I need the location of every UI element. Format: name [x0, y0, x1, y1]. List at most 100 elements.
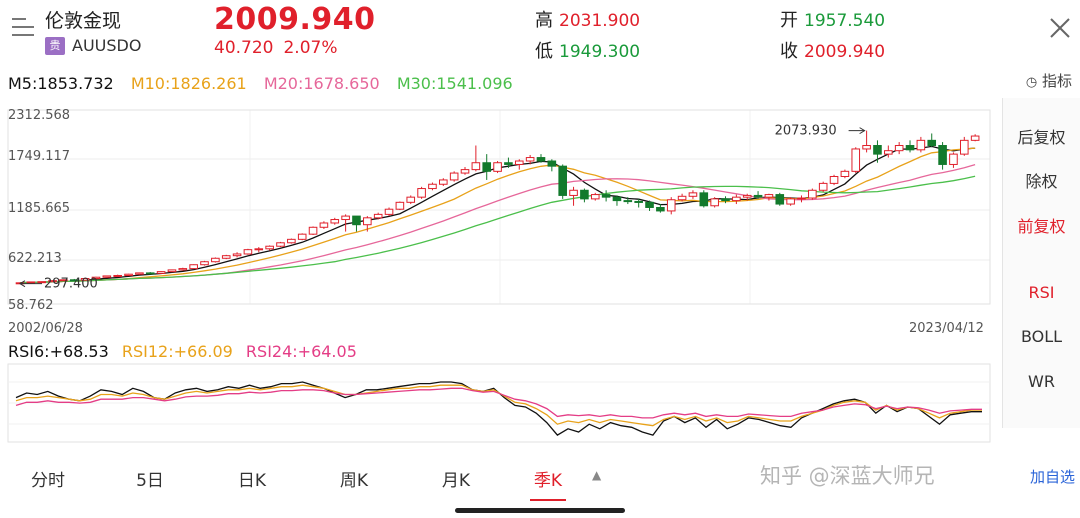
menu-icon[interactable]	[12, 18, 34, 38]
candle-body	[580, 189, 589, 200]
start-date: 2002/06/28	[8, 321, 83, 336]
candle-body	[862, 145, 871, 150]
candle-body	[297, 233, 307, 240]
candle-body	[352, 215, 361, 226]
side-item-rsi[interactable]: RSI	[1028, 283, 1055, 302]
ma10-label: M10:1826.261	[130, 74, 247, 93]
candle-body	[135, 272, 144, 275]
instrument-code: AUUSDO	[72, 36, 142, 55]
candle-body	[189, 264, 198, 270]
min-arrow-head	[19, 280, 26, 288]
candle-body	[645, 201, 654, 208]
tab-5day[interactable]: 5日	[136, 471, 164, 491]
category-badge: 贵	[45, 37, 65, 55]
tab-more-icon[interactable]: ▲	[592, 468, 602, 482]
rsi-line-rsi24	[15, 387, 982, 419]
current-price: 2009.940	[214, 2, 376, 37]
candle-body	[471, 162, 481, 171]
ma-legend: M5:1853.732 M10:1826.261 M20:1678.650 M3…	[8, 74, 525, 93]
candle-body	[373, 213, 383, 219]
y-tick-2: 1185.665	[8, 201, 71, 216]
ma-line-m30	[19, 175, 976, 284]
candle-body	[26, 281, 36, 284]
candle-body	[840, 170, 850, 178]
indicator-button[interactable]: ◷ 指标	[1026, 70, 1072, 91]
candle-body	[504, 162, 513, 165]
candle-body	[873, 145, 882, 155]
candle-body	[37, 281, 47, 284]
open-label: 开	[780, 10, 798, 31]
y-tick-4: 58.762	[8, 298, 54, 313]
candle-body	[200, 261, 209, 266]
open-value: 1957.540	[804, 11, 886, 31]
candle-body	[59, 279, 68, 282]
candle-body	[525, 157, 535, 162]
candle-body	[558, 165, 567, 196]
candle-body	[808, 189, 817, 199]
candle-body	[894, 145, 904, 152]
candle-body	[514, 160, 524, 165]
candle-body	[460, 169, 470, 174]
side-item-ex-rights[interactable]: 除权	[1025, 172, 1058, 191]
candle-body	[80, 278, 90, 281]
close-quote: 收 2009.940	[780, 37, 885, 63]
candle-body	[666, 199, 676, 212]
candle-body	[623, 200, 633, 203]
candle-body	[677, 195, 687, 201]
instrument-title: 伦敦金现	[45, 10, 122, 32]
rsi-legend: RSI6:+68.53 RSI12:+66.09 RSI24:+64.05	[8, 342, 365, 361]
close-value: 2009.940	[804, 42, 886, 62]
min-price-label: 297.400	[44, 277, 98, 292]
rsi-chart[interactable]	[0, 362, 1000, 448]
close-icon[interactable]	[1048, 16, 1072, 40]
candle-body	[319, 222, 329, 228]
candle-body	[178, 268, 188, 271]
candle-body	[786, 198, 795, 205]
add-watchlist-button[interactable]: 加自选	[1030, 468, 1076, 486]
ma30-label: M30:1541.096	[396, 74, 513, 93]
candle-body	[211, 257, 220, 263]
tab-daily[interactable]: 日K	[237, 471, 267, 491]
side-item-boll[interactable]: BOLL	[1020, 327, 1063, 346]
side-item-forward[interactable]: 前复权	[1017, 217, 1066, 236]
candle-body	[395, 201, 405, 210]
change-value: 40.720	[214, 38, 274, 58]
ma5-label: M5:1853.732	[8, 74, 114, 93]
candle-body	[384, 208, 394, 215]
candle-body	[91, 276, 101, 280]
max-arrow-head	[859, 127, 866, 135]
tab-quarterly[interactable]: 季K	[528, 466, 568, 501]
open-quote: 开 1957.540	[780, 6, 885, 32]
candle-body	[363, 217, 372, 226]
candle-body	[688, 192, 698, 197]
side-item-backward[interactable]: 后复权	[1017, 128, 1066, 147]
candle-body	[124, 273, 133, 276]
rsi-line-rsi12	[15, 384, 982, 427]
candle-body	[156, 271, 166, 274]
candle-body	[417, 188, 426, 198]
side-item-wr[interactable]: WR	[1028, 372, 1055, 391]
candlestick-chart[interactable]: 2073.930 297.400	[0, 100, 1000, 318]
tab-weekly[interactable]: 周K	[339, 471, 369, 491]
end-date: 2023/04/12	[909, 321, 984, 336]
candle-body	[221, 255, 231, 259]
candle-body	[493, 162, 502, 172]
candle-body	[265, 245, 274, 250]
y-tick-0: 2312.568	[8, 108, 71, 123]
tab-intraday[interactable]: 分时	[31, 471, 65, 491]
candle-body	[959, 139, 969, 155]
candle-body	[884, 150, 893, 155]
candle-body	[601, 194, 611, 198]
candle-body	[829, 176, 839, 184]
candle-body	[243, 249, 253, 255]
candle-body	[938, 145, 947, 165]
low-quote: 低 1949.300	[535, 37, 640, 63]
max-price-label: 2073.930	[775, 124, 837, 139]
candle-body	[764, 194, 774, 198]
candle-body	[276, 242, 285, 247]
candle-body	[710, 198, 719, 207]
candle-body	[232, 253, 242, 257]
tab-monthly[interactable]: 月K	[441, 471, 471, 491]
candle-body	[330, 219, 340, 224]
candle-body	[590, 194, 600, 200]
